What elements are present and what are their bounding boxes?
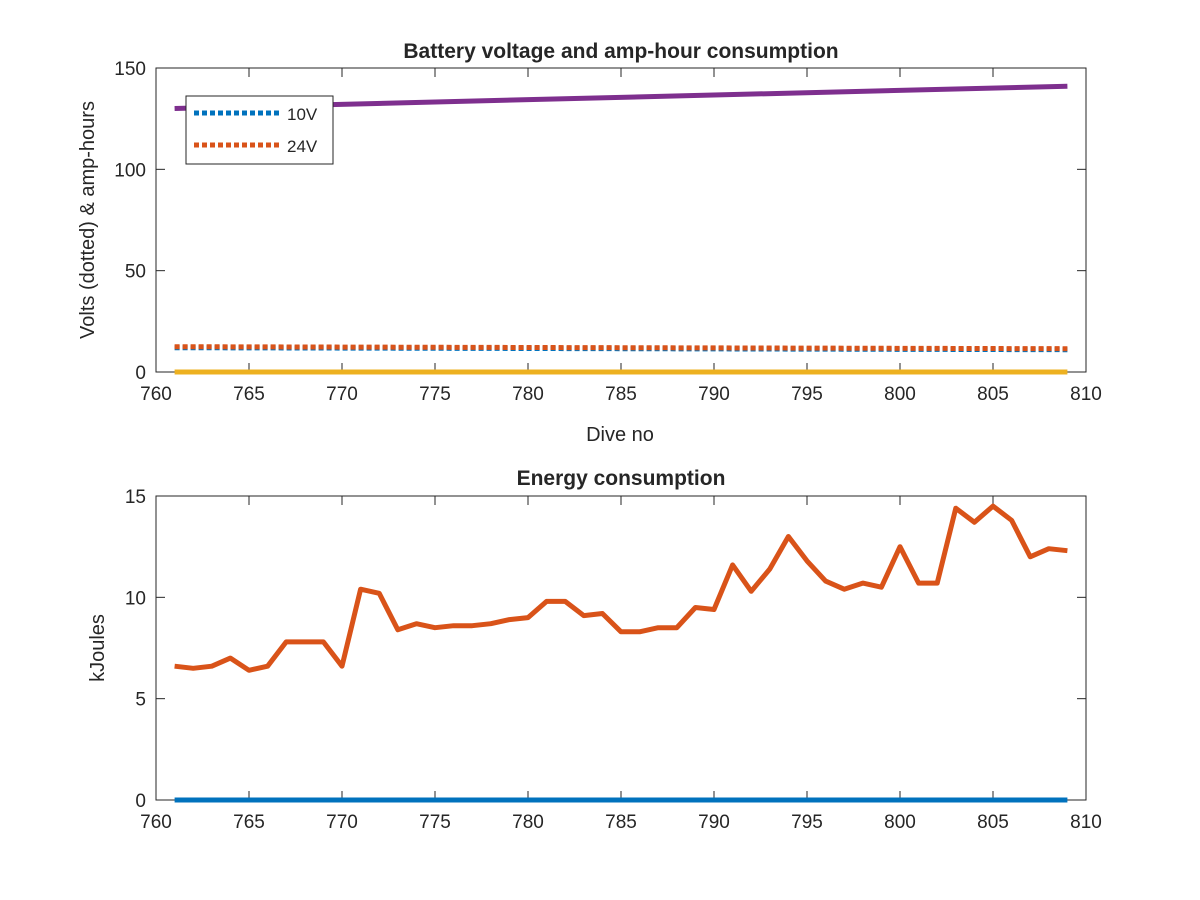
energy-chart-xtick-label: 800 [884, 812, 916, 833]
energy-chart-ytick-label: 5 [135, 690, 146, 711]
energy-chart-ytick-label: 10 [125, 588, 146, 609]
battery-chart-ylabel: Volts (dotted) & amp-hours [77, 101, 99, 339]
battery-chart-ytick-label: 150 [114, 59, 146, 80]
battery-chart-xlabel: Dive no [586, 424, 654, 446]
battery-chart-xtick-label: 770 [326, 384, 358, 405]
energy-chart-xtick-label: 785 [605, 812, 637, 833]
battery-chart-xtick-label: 810 [1070, 384, 1102, 405]
energy-chart-series-line-0 [174, 503, 1068, 673]
legend-label-24v: 24V [287, 137, 318, 156]
energy-chart-xtick-label: 795 [791, 812, 823, 833]
legend-label-10v: 10V [287, 105, 318, 124]
battery-chart-ytick-label: 50 [125, 262, 146, 283]
battery-chart-xtick-label: 785 [605, 384, 637, 405]
battery-chart-xtick-label: 795 [791, 384, 823, 405]
energy-chart-ylabel: kJoules [87, 614, 109, 682]
energy-chart-xtick-label: 770 [326, 812, 358, 833]
energy-chart-ytick-label: 0 [135, 791, 146, 812]
energy-chart-xtick-label: 775 [419, 812, 451, 833]
energy-chart-ytick-label: 15 [125, 487, 146, 508]
battery-chart-legend: 10V 24V [185, 95, 334, 165]
battery-chart-xtick-label: 790 [698, 384, 730, 405]
energy-chart: Energy consumption 760 765 770 775 780 785 790… [87, 467, 1102, 833]
battery-chart-xtick-label: 760 [140, 384, 172, 405]
battery-chart-ytick-label: 0 [135, 363, 146, 384]
legend-box [185, 95, 334, 165]
battery-chart-ytick-label: 100 [114, 160, 146, 181]
energy-chart-xtick-label: 780 [512, 812, 544, 833]
battery-chart: Battery voltage and amp-hour consumption… [77, 40, 1102, 446]
battery-chart-series-line-1 [174, 344, 1068, 352]
battery-chart-title: Battery voltage and amp-hour consumption [403, 40, 838, 63]
energy-chart-xtick-label: 760 [140, 812, 172, 833]
energy-chart-title: Energy consumption [517, 467, 726, 490]
energy-chart-xtick-label: 765 [233, 812, 265, 833]
energy-chart-xtick-label: 810 [1070, 812, 1102, 833]
energy-chart-xtick-label: 790 [698, 812, 730, 833]
battery-chart-xtick-label: 805 [977, 384, 1009, 405]
battery-chart-xtick-label: 780 [512, 384, 544, 405]
battery-chart-xtick-label: 800 [884, 384, 916, 405]
energy-chart-xtick-label: 805 [977, 812, 1009, 833]
battery-chart-xtick-label: 765 [233, 384, 265, 405]
battery-chart-xtick-label: 775 [419, 384, 451, 405]
